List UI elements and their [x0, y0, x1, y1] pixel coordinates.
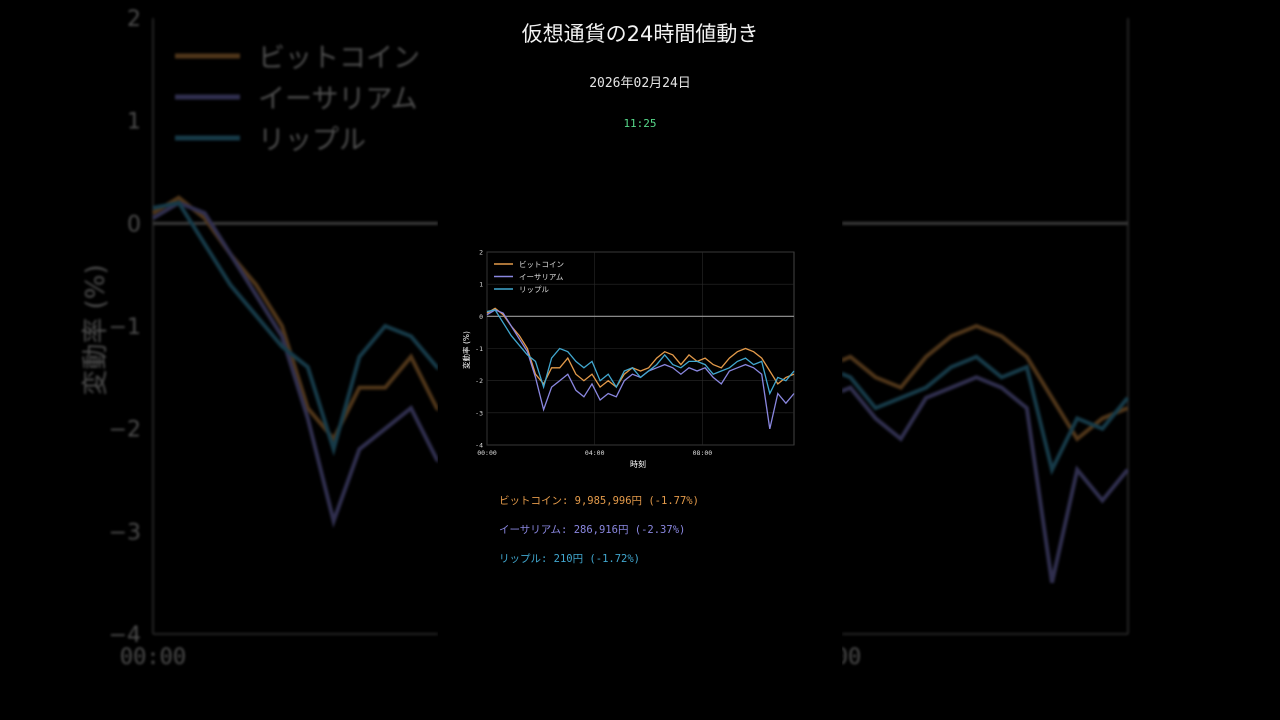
price-bitcoin: ビットコイン: 9,985,996円 (-1.77%): [499, 495, 699, 507]
date-label: 2026年02月24日: [589, 76, 691, 91]
y-tick-label: -2: [475, 377, 483, 385]
bg-y-tick-label: −1: [109, 315, 141, 340]
bg-y-tick-label: 0: [127, 212, 141, 237]
x-tick-label: 00:00: [477, 449, 497, 457]
y-tick-label: 2: [479, 249, 483, 257]
page-title: 仮想通貨の24時間値動き: [521, 22, 759, 46]
bg-legend-label: ビットコイン: [258, 43, 420, 74]
y-tick-label: -3: [475, 409, 483, 417]
bg-x-tick-label: 00:00: [120, 645, 186, 670]
bg-right-series-0: [842, 323, 1129, 442]
y-tick-label: 1: [479, 281, 483, 289]
bg-right-series-2: [842, 354, 1130, 476]
bg-y-tick-label: −4: [109, 623, 141, 648]
x-tick-label: 08:00: [693, 449, 713, 457]
background-right-chart: 00: [842, 18, 1130, 670]
x-tick-label: 04:00: [585, 449, 605, 457]
legend-label: ビットコイン: [519, 260, 564, 269]
bg-y-tick-label: 2: [127, 7, 141, 32]
bg-left-series-0: [151, 195, 438, 443]
bg-right-x-tick-label: 00: [842, 645, 861, 670]
bg-legend-label: イーサリアム: [258, 84, 418, 115]
center-panel: 仮想通貨の24時間値動き 2026年02月24日 11:25 2 1 0 -1 -2 -3…: [438, 0, 842, 720]
legend-label: イーサリアム: [519, 272, 563, 281]
bg-legend-label: リップル: [258, 125, 366, 156]
price-ethereum: イーサリアム: 286,916円 (-2.37%): [499, 524, 686, 536]
series-line-2: [486, 309, 795, 396]
bg-y-tick-label: −3: [109, 520, 141, 545]
y-tick-label: -4: [475, 442, 483, 450]
price-ripple: リップル: 210円 (-1.72%): [499, 553, 641, 565]
bg-left-series-1: [151, 200, 438, 528]
time-label: 11:25: [623, 117, 657, 130]
price-change-chart: 2 1 0 -1 -2 -3 -400:00 04:00 08:00 ビットコインイーサリアムリ…: [461, 249, 795, 469]
y-axis-label: 変動率 (%): [461, 331, 471, 369]
bg-right-series-1: [842, 375, 1130, 584]
legend-label: リップル: [519, 285, 549, 294]
bg-y-tick-label: 1: [127, 110, 141, 135]
series-line-0: [486, 307, 795, 389]
bg-left-series-2: [152, 200, 438, 457]
bg-y-axis-label: 変動率 (%): [81, 264, 111, 395]
y-tick-label: -1: [475, 345, 483, 353]
bg-y-tick-label: −2: [109, 418, 141, 443]
x-axis-label: 時刻: [630, 459, 646, 469]
y-tick-label: 0: [479, 313, 483, 321]
